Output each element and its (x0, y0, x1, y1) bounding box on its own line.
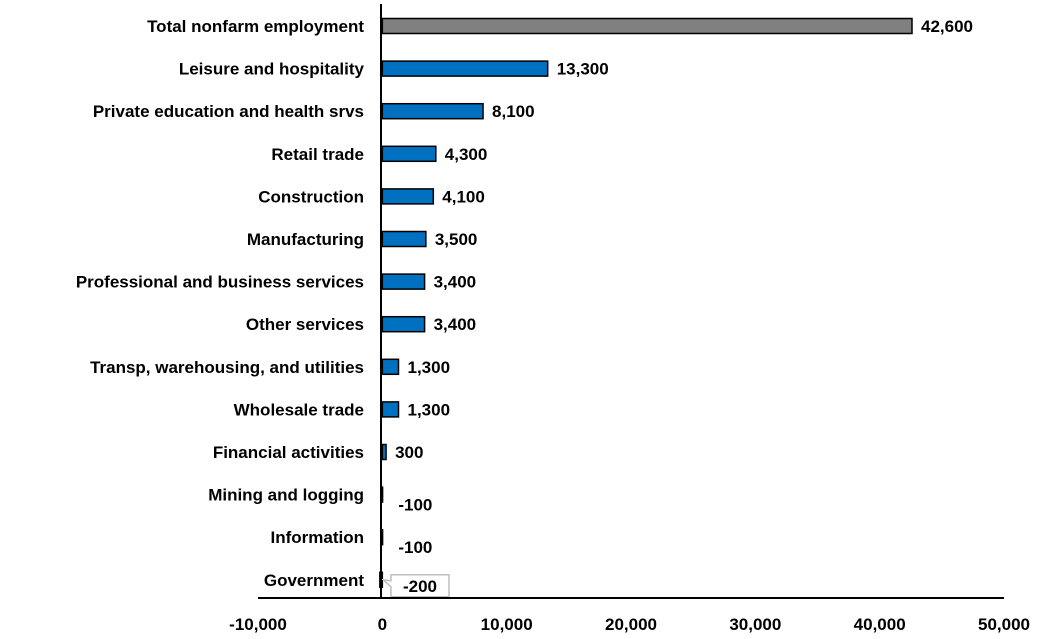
category-labels: Total nonfarm employment Leisure and hosp… (76, 17, 365, 590)
bar-retail-trade (381, 145, 437, 163)
category-label-leisure-and-hospitality: Leisure and hospitality (179, 60, 365, 79)
value-label-private-education-and-health-srvs: 8,100 (492, 102, 535, 121)
x-tick-label: 20,000 (605, 615, 657, 634)
value-labels: 42,600 13,300 8,100 4,300 4,100 3,500 3,400 3,4… (380, 17, 973, 598)
x-tick-labels: -10,000 0 10,000 20,000 30,000 40,000 50,000 (229, 615, 1030, 634)
value-label-total-nonfarm-employment: 42,600 (921, 17, 973, 36)
value-label-construction: 4,100 (442, 187, 485, 206)
category-label-mining-and-logging: Mining and logging (208, 486, 364, 505)
bar-wholesale-trade (381, 401, 400, 418)
bar-total-nonfarm-employment (381, 17, 913, 35)
value-label-retail-trade: 4,300 (445, 145, 488, 164)
x-tick-label: 40,000 (854, 615, 906, 634)
axes-group (258, 4, 1004, 599)
value-label-financial-activities: 300 (395, 443, 423, 462)
category-label-private-education-and-health-srvs: Private education and health srvs (93, 102, 364, 121)
x-tick-label: 0 (378, 615, 387, 634)
category-label-wholesale-trade: Wholesale trade (234, 400, 364, 419)
bar-transp-warehousing-and-utilities (381, 358, 400, 376)
category-label-other-services: Other services (246, 315, 364, 334)
category-label-government: Government (264, 571, 364, 590)
category-label-professional-and-business-services: Professional and business services (76, 273, 364, 292)
x-tick-label: 10,000 (481, 615, 533, 634)
value-label-manufacturing: 3,500 (435, 230, 478, 249)
value-label-information: -100 (398, 538, 432, 557)
bar-professional-and-business-services (381, 273, 426, 290)
x-tick-label: 30,000 (729, 615, 781, 634)
bar-construction (381, 188, 435, 205)
bar-manufacturing (381, 230, 427, 248)
bars-group (379, 17, 913, 589)
category-label-construction: Construction (258, 187, 364, 206)
category-label-transp-warehousing-and-utilities: Transp, warehousing, and utilities (90, 358, 364, 377)
bar-private-education-and-health-srvs (381, 102, 484, 120)
category-label-information: Information (271, 528, 365, 547)
x-tick-label: -10,000 (229, 615, 287, 634)
bar-other-services (381, 315, 426, 333)
category-label-total-nonfarm-employment: Total nonfarm employment (147, 17, 364, 36)
value-label-wholesale-trade: 1,300 (407, 400, 450, 419)
x-tick-label: 50,000 (978, 615, 1030, 634)
value-label-transp-warehousing-and-utilities: 1,300 (407, 358, 450, 377)
bar-financial-activities (381, 443, 387, 461)
value-label-leisure-and-hospitality: 13,300 (557, 60, 609, 79)
value-label-government: -200 (403, 577, 437, 596)
value-callout-box (380, 574, 450, 598)
value-label-professional-and-business-services: 3,400 (434, 273, 477, 292)
value-label-mining-and-logging: -100 (398, 496, 432, 515)
category-label-financial-activities: Financial activities (213, 443, 364, 462)
value-label-other-services: 3,400 (434, 315, 477, 334)
category-label-retail-trade: Retail trade (271, 145, 364, 164)
category-label-manufacturing: Manufacturing (247, 230, 364, 249)
bar-leisure-and-hospitality (381, 60, 549, 77)
